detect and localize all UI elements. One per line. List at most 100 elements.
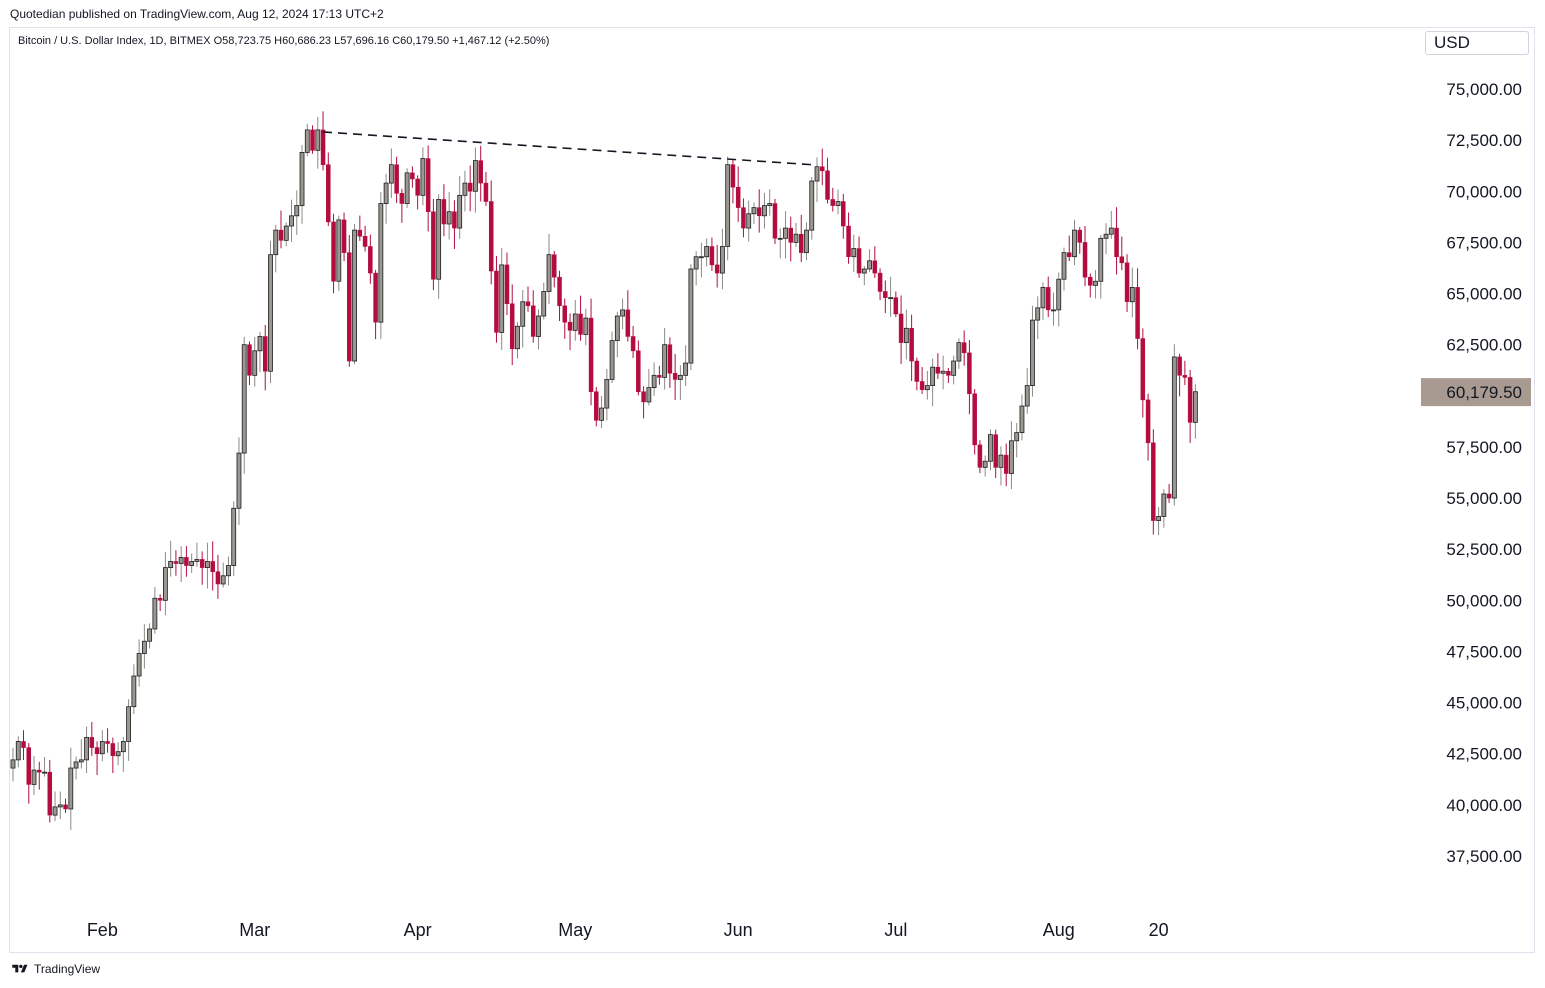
candle <box>457 175 463 239</box>
candle <box>126 699 132 761</box>
candle-body-down <box>488 201 494 272</box>
candle <box>415 175 420 210</box>
candle-body-up <box>141 640 147 654</box>
candle-body-up <box>515 325 520 350</box>
time-tick-label: Jul <box>884 920 907 940</box>
candle-body-down <box>567 321 573 331</box>
candle-body-down <box>431 211 436 280</box>
candle-body-up <box>536 315 541 337</box>
candle <box>614 311 620 358</box>
candle-body-up <box>152 597 158 630</box>
candle <box>252 336 258 387</box>
candle-body-up <box>462 182 468 196</box>
candle-body-down <box>483 182 489 202</box>
candle <box>1177 353 1182 397</box>
candle-body-up <box>68 767 74 810</box>
price-tick-label: 75,000.00 <box>1446 80 1522 99</box>
candle-body-down <box>898 313 904 343</box>
candle-body-down <box>756 207 762 217</box>
candle <box>157 594 163 611</box>
candle <box>714 244 720 288</box>
candle-body-up <box>903 327 909 344</box>
candle <box>1103 223 1109 255</box>
candle-body-down <box>562 305 568 323</box>
trendline-layer <box>322 131 812 166</box>
candle <box>262 325 268 391</box>
candle-body-up <box>924 385 930 391</box>
candle-body-down <box>47 771 53 816</box>
candle-body-up <box>220 575 226 585</box>
candle <box>1151 429 1156 535</box>
candle <box>641 386 646 419</box>
candle <box>898 295 904 365</box>
candle-body-down <box>594 391 599 421</box>
resistance-trendline[interactable] <box>322 131 812 166</box>
candle <box>378 192 384 339</box>
candle <box>567 313 573 351</box>
candle <box>993 429 998 479</box>
candle <box>120 736 126 772</box>
candle-body-up <box>1108 227 1114 235</box>
candle <box>257 331 263 373</box>
candle-body-up <box>136 653 142 677</box>
candle-body-up <box>194 559 200 562</box>
currency-selector[interactable]: USD <box>1425 31 1529 55</box>
price-tick-label: 52,500.00 <box>1446 540 1522 559</box>
candle-body-down <box>1003 454 1009 474</box>
candle-body-down <box>883 291 888 298</box>
candle-body-up <box>404 172 410 204</box>
price-axis: 37,500.00 40,000.00 42,500.00 45,000.00 47,5… <box>1446 80 1522 866</box>
candle-body-down <box>1145 399 1151 444</box>
candle-body-down <box>509 303 515 350</box>
candle-body-up <box>236 452 242 509</box>
candle-body-up <box>226 565 231 577</box>
candle-body-down <box>1082 242 1088 278</box>
footer-brand[interactable]: TradingView <box>10 962 100 976</box>
candle <box>499 248 505 350</box>
candle-body-up <box>268 254 273 372</box>
candle <box>404 168 410 208</box>
candle <box>1045 276 1051 318</box>
candle-body-down <box>909 328 914 362</box>
candle-body-up <box>388 164 394 184</box>
candle-body-down <box>893 297 899 315</box>
candle <box>1140 328 1146 418</box>
candle-body-down <box>1077 229 1083 243</box>
candle <box>483 171 489 206</box>
candle-body-down <box>799 233 804 253</box>
candle <box>57 791 63 819</box>
candle-body-down <box>588 317 594 392</box>
candle-body-down <box>772 203 778 239</box>
candle <box>15 736 21 768</box>
candle-body-up <box>1035 307 1041 321</box>
candle-body-up <box>688 268 694 364</box>
candle-body-up <box>205 561 210 569</box>
candle <box>504 252 510 316</box>
time-tick-label: Jun <box>724 920 753 940</box>
candle-body-up <box>168 561 174 569</box>
candle <box>1088 273 1093 298</box>
candle-body-up <box>651 374 657 389</box>
candle <box>872 246 878 278</box>
candle <box>446 191 452 240</box>
candle-body-down <box>856 248 862 274</box>
candle <box>1192 384 1198 439</box>
candle-body-up <box>283 225 289 241</box>
candle-body-up <box>767 203 773 206</box>
candle-body-up <box>120 741 126 753</box>
candle-body-up <box>352 229 357 362</box>
candle <box>956 338 962 369</box>
candle <box>1067 235 1072 262</box>
price-tick-label: 50,000.00 <box>1446 591 1522 610</box>
candle-body-up <box>446 211 452 225</box>
candle-body-down <box>877 272 883 292</box>
candle-body-up <box>956 342 962 362</box>
last-price-badge <box>1421 378 1531 407</box>
candle <box>856 236 862 278</box>
candle-body-up <box>677 374 683 380</box>
price-tick-label: 72,500.00 <box>1446 131 1522 150</box>
candle <box>767 189 773 216</box>
price-tick-label: 57,500.00 <box>1446 438 1522 457</box>
candle-body-down <box>709 246 715 266</box>
